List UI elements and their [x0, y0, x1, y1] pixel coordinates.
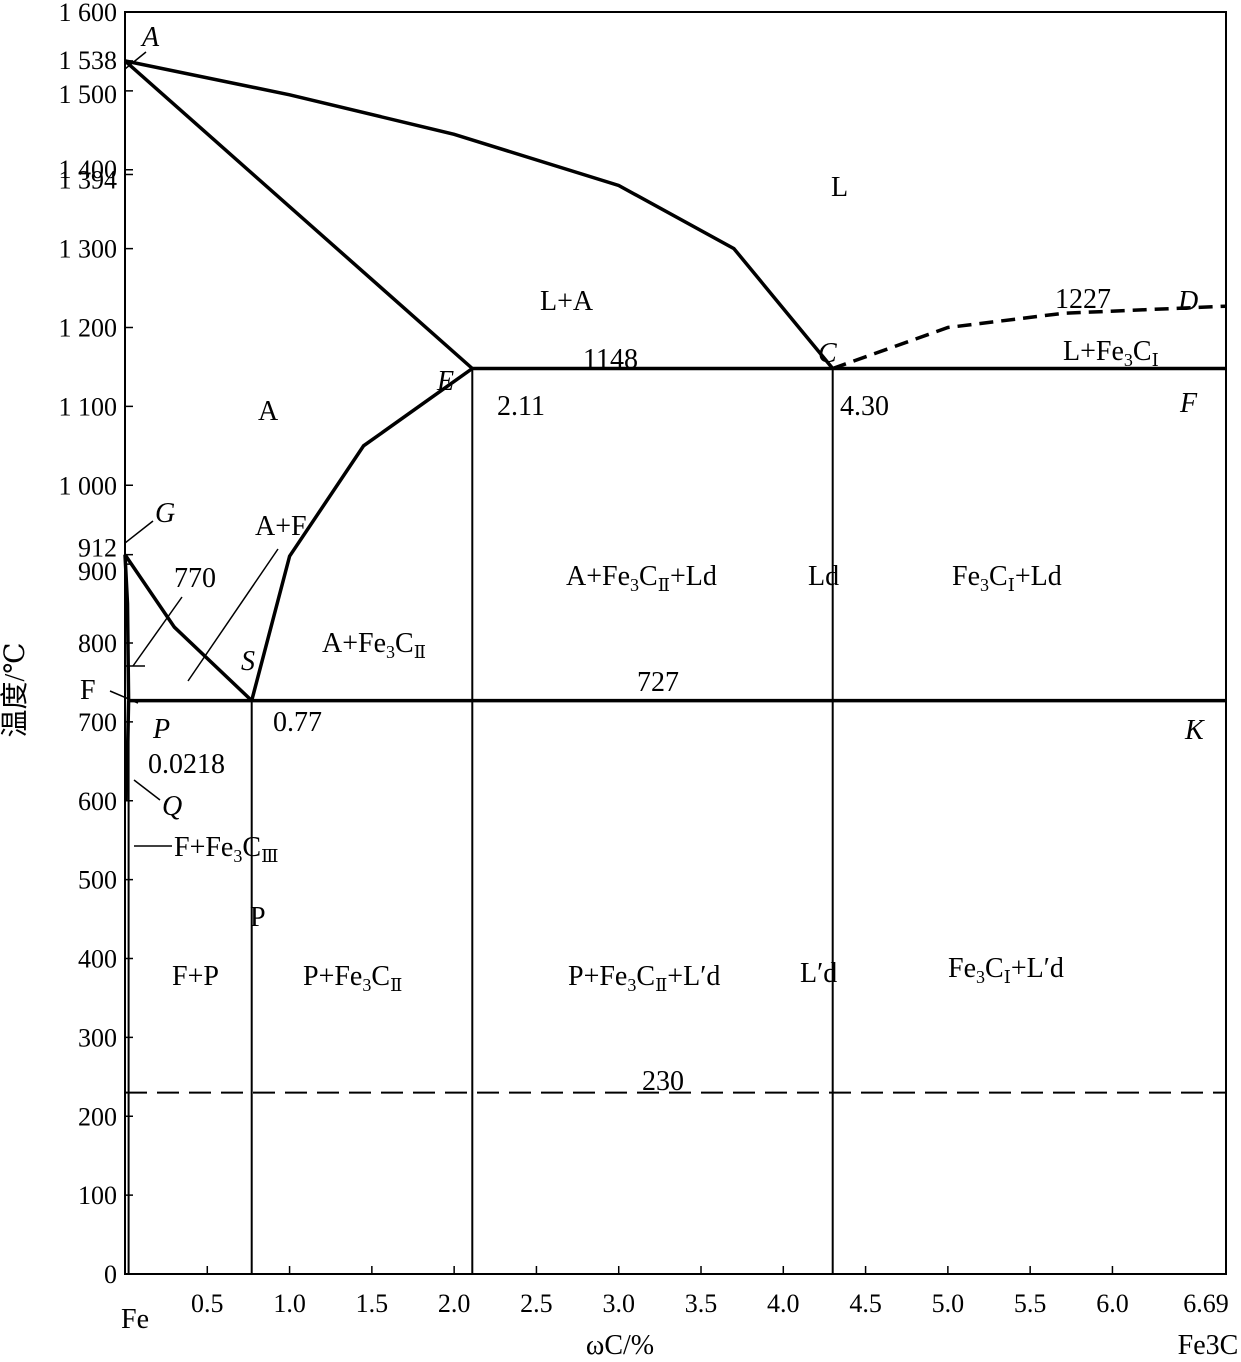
sub-3: 3 [630, 575, 639, 595]
point-g-label: G [155, 498, 175, 529]
region-l-fe3c1: L+Fe3CⅠ [1063, 336, 1159, 370]
x-tick-label: 2.0 [438, 1289, 471, 1318]
x-left-label: Fe [121, 1304, 149, 1335]
sub-3: 3 [627, 975, 636, 995]
y-tick-label: 1 600 [59, 0, 118, 27]
y-tick-label: 1 538 [59, 46, 118, 75]
value-0-77: 0.77 [273, 707, 322, 738]
acm-ES-line [250, 367, 474, 702]
a-point-leader [124, 51, 147, 70]
liquidus-AC-line [124, 59, 835, 370]
y-tick-label: 1 500 [59, 80, 118, 109]
y-tick-label: 1 000 [59, 471, 118, 500]
y-tick-label: 100 [78, 1181, 117, 1210]
region-ld: Ld [808, 561, 839, 592]
region-a-f: A+F [255, 511, 307, 542]
point-c-label: C [818, 338, 837, 369]
a3-GS-line [123, 553, 253, 702]
point-p-label: P [152, 714, 170, 745]
y-tick-label: 900 [78, 557, 117, 586]
region-p: P [250, 902, 266, 933]
y-tick-label: 600 [78, 787, 117, 816]
y-tick-label: 0 [104, 1260, 117, 1289]
q-label-leader [133, 779, 161, 801]
y-tick-label: 1 200 [59, 314, 118, 343]
x-right-label: Fe3C [1178, 1330, 1239, 1361]
y-tick-label: 1 100 [59, 392, 118, 421]
x-tick-label: 3.5 [685, 1289, 718, 1318]
y-axis-label: 温度/℃ [0, 642, 31, 737]
value-1227: 1227 [1055, 284, 1111, 315]
region-lpd: L′d [800, 958, 837, 989]
sub-3: 3 [233, 846, 242, 866]
sub-3: 3 [386, 642, 395, 662]
x-tick-label: 0.5 [191, 1289, 224, 1318]
y-tick-label: 912 [78, 534, 117, 563]
value-727: 727 [637, 667, 679, 698]
y-tick-label: 300 [78, 1023, 117, 1052]
x-tick-label: 1.0 [273, 1289, 306, 1318]
value-4-30: 4.30 [840, 391, 889, 422]
point-s-label: S [241, 646, 255, 677]
region-l-a: L+A [540, 286, 594, 317]
y-tick-label: 800 [78, 629, 117, 658]
sub-3: 3 [976, 967, 985, 987]
770-leader [132, 596, 183, 667]
sub-3: 3 [980, 575, 989, 595]
g-point-leader [124, 520, 154, 544]
region-a-fe3c2: A+Fe3CⅡ [322, 628, 426, 662]
x-tick-label: 4.0 [767, 1289, 800, 1318]
region-p-fe3c2-lpd: P+Fe3CⅡ+L′d [568, 961, 720, 995]
sub-3: 3 [1124, 350, 1133, 370]
x-axis-ticks: 0.5 1.0 1.5 2.0 2.5 3.0 3.5 4.0 4.5 5.0 5.5 6.0 6.69 [191, 1266, 1229, 1318]
x-tick-label: 5.5 [1014, 1289, 1047, 1318]
region-a: A [258, 396, 279, 427]
x-tick-label: 5.0 [932, 1289, 965, 1318]
af-label-leader [187, 548, 279, 682]
point-k-label: K [1184, 715, 1205, 746]
region-l: L [831, 172, 848, 203]
f-label-leader [109, 690, 139, 704]
value-230: 230 [642, 1066, 684, 1097]
solidus-AE-line [123, 59, 474, 370]
value-2-11: 2.11 [497, 391, 545, 422]
point-q-label: Q [162, 791, 182, 822]
y-tick-label: 400 [78, 945, 117, 974]
region-fe3c1-lpd: Fe3CⅠ+L′d [948, 953, 1064, 987]
x-tick-label: 6.0 [1096, 1289, 1129, 1318]
x-tick-label: 4.5 [849, 1289, 882, 1318]
point-d-label: D [1177, 286, 1198, 317]
region-fe3c1-ld: Fe3CⅠ+Ld [952, 561, 1062, 595]
point-f-label: F [1179, 388, 1198, 419]
phase-region-labels: L L+A L+Fe3CⅠ A A+F A+Fe3CⅡ A+Fe3CⅡ+Ld L… [80, 172, 1159, 995]
x-tick-label: 1.5 [356, 1289, 389, 1318]
region-p-fe3c2: P+Fe3CⅡ [303, 961, 402, 995]
point-e-label: E [436, 366, 454, 397]
value-770: 770 [174, 563, 216, 594]
GP-line [123, 554, 131, 701]
x-tick-label: 2.5 [520, 1289, 553, 1318]
y-tick-label: 500 [78, 866, 117, 895]
y-tick-label: 1 300 [59, 235, 118, 264]
x-axis-label: ωC/% [586, 1330, 654, 1361]
x-tick-label: 6.69 [1183, 1289, 1229, 1318]
point-a-label: A [140, 22, 160, 53]
y-tick-label: 200 [78, 1102, 117, 1131]
liquidus-CD-line [832, 304, 1227, 371]
region-f-p: F+P [172, 961, 219, 992]
y-tick-label: 700 [78, 708, 117, 737]
y-tick-label: 1 400 [59, 155, 118, 184]
region-f: F [80, 675, 96, 706]
region-a-fe3c2-ld: A+Fe3CⅡ+Ld [566, 561, 717, 595]
phase-lines [123, 59, 1227, 1274]
y-tick-label: 1 394 [59, 165, 118, 194]
x-tick-label: 3.0 [602, 1289, 635, 1318]
sub-3: 3 [362, 975, 371, 995]
value-1148: 1148 [583, 344, 638, 375]
value-0-0218: 0.0218 [148, 749, 225, 780]
region-f-fe3c3: F+Fe3CⅢ [174, 832, 278, 866]
